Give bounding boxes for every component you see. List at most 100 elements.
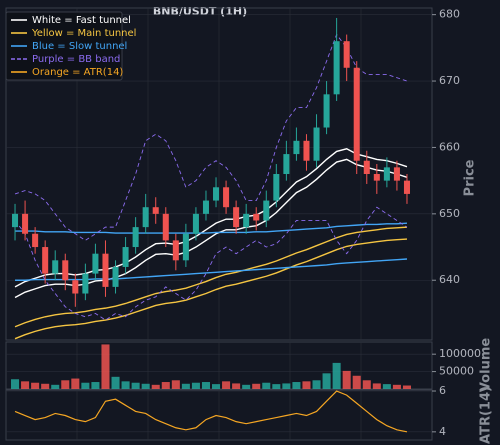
chart-title: BNB/USDT (1H) (153, 5, 247, 18)
candle-body (102, 253, 109, 287)
volume-bar (392, 384, 401, 389)
volume-bar (382, 384, 391, 389)
candle-body (403, 180, 410, 194)
candle-body (172, 240, 179, 261)
candle-body (233, 207, 240, 228)
candle-body (122, 247, 129, 267)
legend-box (5, 11, 123, 81)
candle-body (82, 273, 89, 294)
y-tick-label: 4 (439, 425, 446, 438)
volume-bar (31, 382, 40, 389)
volume-bar (272, 384, 281, 389)
candle-body (62, 260, 69, 281)
candle-body (363, 160, 370, 174)
candle-body (283, 154, 290, 174)
y-axis-label: Price (463, 159, 478, 196)
band-lower-line (14, 158, 408, 299)
candle-body (373, 174, 380, 181)
volume-bar (352, 375, 361, 389)
volume-bar (181, 383, 190, 389)
candle-body (333, 41, 340, 95)
candle-body (22, 213, 29, 234)
volume-axis-label: Volume (479, 338, 494, 393)
candle-body (72, 280, 79, 294)
band-lower-line (14, 206, 408, 321)
volume-bar (372, 383, 381, 389)
candle-body (52, 260, 59, 274)
candle-body (273, 174, 280, 201)
candle-body (393, 167, 400, 181)
band-upper-line (14, 226, 408, 328)
candle-body (293, 140, 300, 155)
candle-body (192, 213, 199, 234)
volume-bar (191, 382, 200, 389)
y-tick-label: 680 (439, 8, 460, 21)
volume-bar (161, 382, 170, 389)
candle-body (42, 247, 49, 274)
candle-body (383, 167, 390, 181)
candle-body (223, 187, 230, 208)
candle-body (112, 266, 119, 287)
volume-bar (402, 385, 411, 389)
volume-bar (212, 384, 221, 389)
legend-label: Orange = ATR(14) (32, 67, 123, 78)
volume-bar (232, 383, 241, 389)
candle-body (303, 140, 310, 161)
candle-body (323, 94, 330, 128)
y-tick-label: 6 (439, 384, 446, 397)
y-tick-label: 50000 (439, 365, 474, 378)
legend-label: Purple = BB band (32, 54, 120, 65)
legend-label: Yellow = Main tunnel (31, 28, 136, 39)
candle-body (32, 233, 39, 248)
candle-body (253, 213, 260, 221)
volume-bar (332, 362, 341, 389)
volume-bar (151, 384, 160, 389)
volume-bar (362, 380, 371, 389)
volume-bar (101, 344, 110, 389)
candle-body (343, 41, 350, 68)
volume-bar (282, 383, 291, 389)
candle-body (353, 67, 360, 161)
y-tick-label: 100000 (439, 347, 481, 360)
volume-bar (61, 380, 70, 389)
volume-bar (51, 384, 60, 389)
volume-bar (121, 381, 130, 389)
volume-bar (252, 383, 261, 389)
volume-bar (81, 382, 90, 389)
legend-label: White = Fast tunnel (32, 15, 131, 26)
volume-bar (312, 380, 321, 389)
volume-bar (201, 382, 210, 389)
volume-bar (242, 384, 251, 389)
candle-body (162, 213, 169, 241)
candle-body (213, 187, 220, 201)
volume-bar (302, 381, 311, 389)
legend-label: Blue = Slow tunnel (32, 41, 127, 52)
volume-bar (342, 370, 351, 389)
volume-bar (71, 378, 80, 389)
volume-bar (11, 379, 20, 389)
y-tick-label: 670 (439, 74, 460, 87)
candle-body (263, 200, 270, 221)
volume-bar (131, 382, 140, 389)
atr-line (14, 390, 408, 433)
volume-bar (292, 382, 301, 389)
candle-body (243, 213, 250, 228)
y-tick-label: 650 (439, 207, 460, 220)
candle-body (202, 200, 209, 214)
band-lower-line (14, 238, 408, 340)
atr-axis-label: ATR(14) (479, 386, 494, 444)
band-lower-line (15, 258, 408, 281)
band-upper-line (14, 33, 408, 241)
band-upper-line (15, 222, 408, 234)
candle-body (152, 207, 159, 214)
candle-body (132, 227, 139, 248)
volume-bar (91, 382, 100, 389)
candle-body (182, 233, 189, 261)
volume-bar (141, 383, 150, 389)
candle-body (313, 127, 320, 161)
volume-bar (21, 381, 30, 389)
candle-body (142, 207, 149, 228)
candle-body (92, 253, 99, 274)
volume-bar (222, 381, 231, 389)
